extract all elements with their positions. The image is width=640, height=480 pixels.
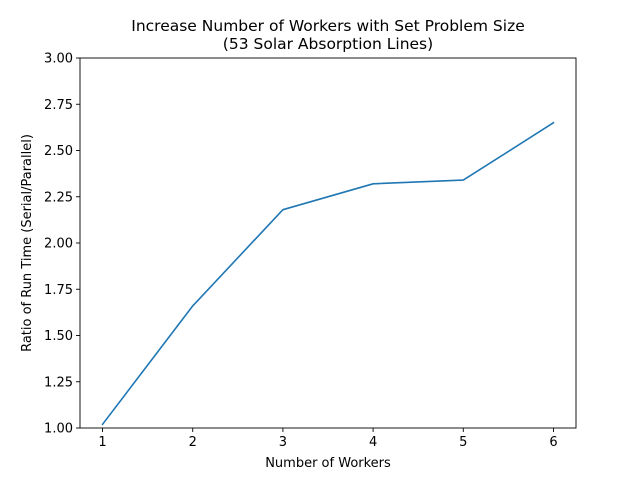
plot-background bbox=[80, 58, 576, 428]
x-tick-label: 5 bbox=[459, 435, 467, 450]
y-axis-label: Ratio of Run Time (Serial/Parallel) bbox=[20, 134, 35, 352]
plot-frame bbox=[79, 57, 577, 429]
x-tick-label: 6 bbox=[549, 435, 557, 450]
y-axis-ticks: 1.00 1.25 1.50 1.75 2.00 2.25 2.50 2.75 3.00 bbox=[44, 52, 80, 437]
y-tick-label: 1.50 bbox=[44, 329, 73, 344]
x-tick-label: 2 bbox=[189, 435, 197, 450]
y-tick-label: 2.25 bbox=[44, 190, 73, 205]
y-tick-label: 3.00 bbox=[44, 52, 73, 67]
y-tick-label: 1.00 bbox=[44, 422, 73, 437]
y-tick-label: 1.75 bbox=[44, 283, 73, 298]
y-tick-label: 2.00 bbox=[44, 237, 73, 252]
y-tick-label: 2.75 bbox=[44, 98, 73, 113]
x-tick-label: 1 bbox=[98, 435, 106, 450]
x-tick-label: 3 bbox=[279, 435, 287, 450]
chart-title: Increase Number of Workers with Set Prob… bbox=[131, 17, 525, 35]
x-axis-ticks: 1 2 3 4 5 6 bbox=[98, 428, 558, 450]
chart-subtitle: (53 Solar Absorption Lines) bbox=[223, 35, 433, 53]
x-axis-label: Number of Workers bbox=[265, 456, 391, 471]
x-tick-label: 4 bbox=[369, 435, 377, 450]
y-tick-label: 1.25 bbox=[44, 375, 73, 390]
y-tick-label: 2.50 bbox=[44, 144, 73, 159]
series-line bbox=[101, 121, 555, 426]
